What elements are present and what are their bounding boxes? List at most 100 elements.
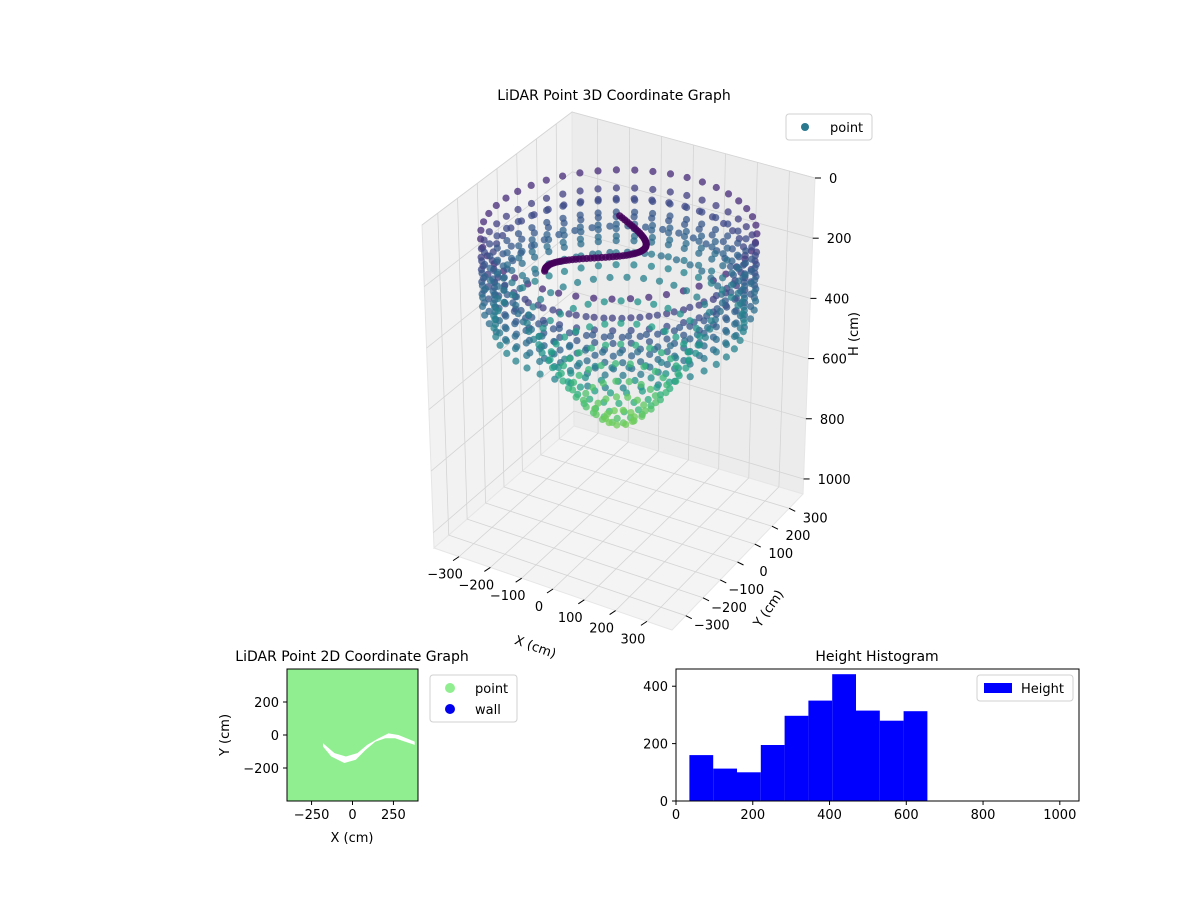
legend-3d-marker [801, 123, 809, 131]
point-3d [640, 274, 648, 283]
point-3d [518, 247, 526, 255]
point-3d [515, 242, 523, 250]
point-3d [659, 374, 667, 382]
point-3d [694, 273, 703, 281]
point-3d [528, 236, 536, 244]
point-3d [748, 231, 756, 239]
point-3d [625, 378, 633, 386]
point-3d [594, 209, 602, 217]
point-3d [535, 341, 543, 349]
point-3d [655, 277, 664, 285]
point-3d [591, 405, 599, 413]
histogram-bar [808, 700, 833, 801]
point-3d [726, 262, 735, 271]
point-3d [680, 256, 688, 265]
point-3d [686, 261, 694, 269]
point-3d [666, 200, 674, 208]
point-3d [654, 330, 662, 338]
point-3d [617, 319, 625, 327]
point-3d [576, 169, 584, 177]
point-3d [573, 337, 581, 345]
point-3d [512, 357, 520, 365]
y-tick-label-2d: 200 [254, 696, 279, 711]
z-tick-label-3d: 400 [824, 292, 849, 307]
point-3d [682, 227, 690, 236]
point-3d [559, 283, 567, 291]
point-3d [712, 360, 720, 368]
point-3d [712, 335, 720, 343]
point-3d [708, 231, 716, 239]
point-3d [514, 187, 522, 195]
point-3d [535, 320, 543, 328]
point-3d [613, 414, 621, 422]
x-tick-label-histogram: 200 [740, 808, 765, 823]
x-tick-label-histogram: 600 [894, 808, 919, 823]
legend-3d: point [785, 113, 873, 141]
point-3d [518, 259, 526, 267]
histogram-bar [832, 674, 856, 801]
point-3d [682, 239, 690, 248]
point-3d [649, 185, 657, 194]
point-3d [579, 396, 588, 404]
point-3d [612, 393, 621, 401]
point-3d [594, 167, 602, 175]
y-tick-label-histogram: 0 [660, 795, 668, 810]
grid-line-3d-x [597, 118, 599, 434]
point-3d [648, 323, 656, 331]
point-3d [576, 235, 585, 243]
grid-line-3d-z [433, 410, 804, 533]
x-tick-label-3d: −300 [427, 568, 463, 583]
point-3d [724, 220, 732, 228]
point-3d [723, 328, 731, 336]
point-3d [680, 319, 688, 327]
point-3d [697, 232, 706, 240]
point-3d [486, 252, 494, 260]
point-3d [702, 240, 710, 248]
x-tick-label-3d: −100 [490, 589, 526, 604]
point-3d [698, 178, 707, 186]
point-3d [490, 324, 498, 332]
point-3d [604, 410, 612, 418]
point-3d [711, 226, 720, 234]
point-3d [646, 344, 654, 352]
point-3d [481, 285, 489, 293]
point-3d [499, 274, 508, 282]
point-3d [676, 310, 684, 318]
point-3d [696, 333, 704, 341]
point-3d [683, 203, 691, 212]
point-3d [698, 220, 706, 228]
point-3d [536, 357, 544, 366]
point-3d [719, 238, 727, 246]
y-tick-label-2d: 0 [271, 729, 279, 744]
point-3d [503, 237, 511, 245]
chart-3d: LiDAR Point 3D Coordinate Graph −300−200… [421, 88, 873, 662]
y-axis-label-2d: Y (cm) [218, 714, 233, 757]
x-tick-label-3d: −200 [459, 578, 495, 593]
point-3d [740, 319, 748, 327]
point-3d [638, 412, 646, 421]
point-3d [747, 267, 755, 275]
point-3d [549, 306, 557, 314]
x-tick-label-2d: 0 [348, 808, 356, 823]
point-3d [522, 277, 531, 285]
grid-line-3d-x [778, 171, 790, 487]
point-3d [633, 320, 641, 328]
point-3d [491, 315, 499, 323]
point-3d [750, 288, 759, 296]
point-3d [647, 374, 655, 382]
z-tick-label-3d: 800 [820, 413, 845, 428]
point-3d [700, 367, 708, 375]
point-3d [657, 358, 666, 367]
point-3d [628, 352, 636, 360]
point-3d [675, 229, 683, 237]
point-3d [623, 273, 631, 281]
point-3d [672, 377, 680, 385]
point-3d [616, 349, 624, 357]
point-3d [571, 227, 579, 235]
point-3d [514, 310, 522, 318]
point-3d [608, 314, 617, 322]
point-3d [705, 308, 714, 316]
grid-line-3d-y [457, 198, 468, 520]
point-3d [728, 269, 736, 277]
